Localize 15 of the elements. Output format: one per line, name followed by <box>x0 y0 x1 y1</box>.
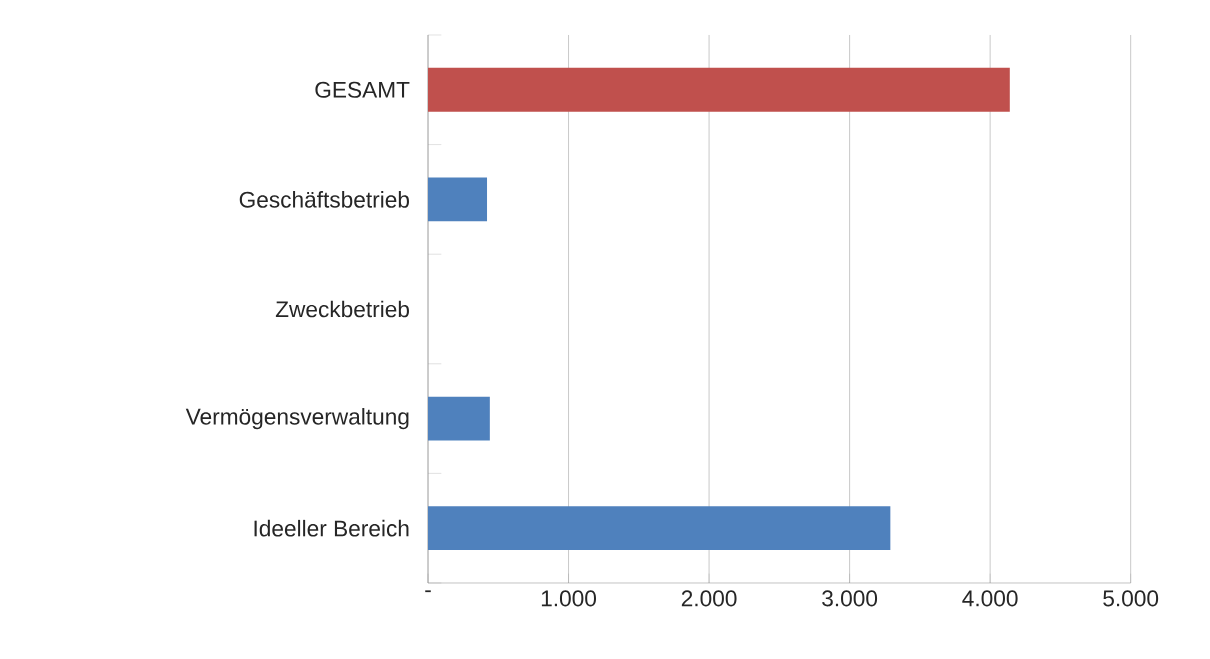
y-tick-label: Geschäftsbetrieb <box>239 191 409 208</box>
x-tick-label: 1.000 <box>541 590 597 607</box>
x-tick-label: 2.000 <box>681 590 737 607</box>
x-tick-label: - <box>425 590 431 593</box>
bar <box>428 67 1010 112</box>
x-tick-label: 3.000 <box>822 590 878 607</box>
x-tick-label: 4.000 <box>962 590 1018 607</box>
bar <box>428 396 490 441</box>
y-tick-label: GESAMT <box>315 81 410 98</box>
bar <box>428 506 891 551</box>
bar <box>428 177 488 222</box>
y-tick-label: Zweckbetrieb <box>275 300 409 318</box>
y-tick-label: Ideeller Bereich <box>254 519 409 537</box>
y-tick-label: Vermögensverwaltung <box>185 408 409 430</box>
x-tick-label: 5.000 <box>1103 590 1159 607</box>
